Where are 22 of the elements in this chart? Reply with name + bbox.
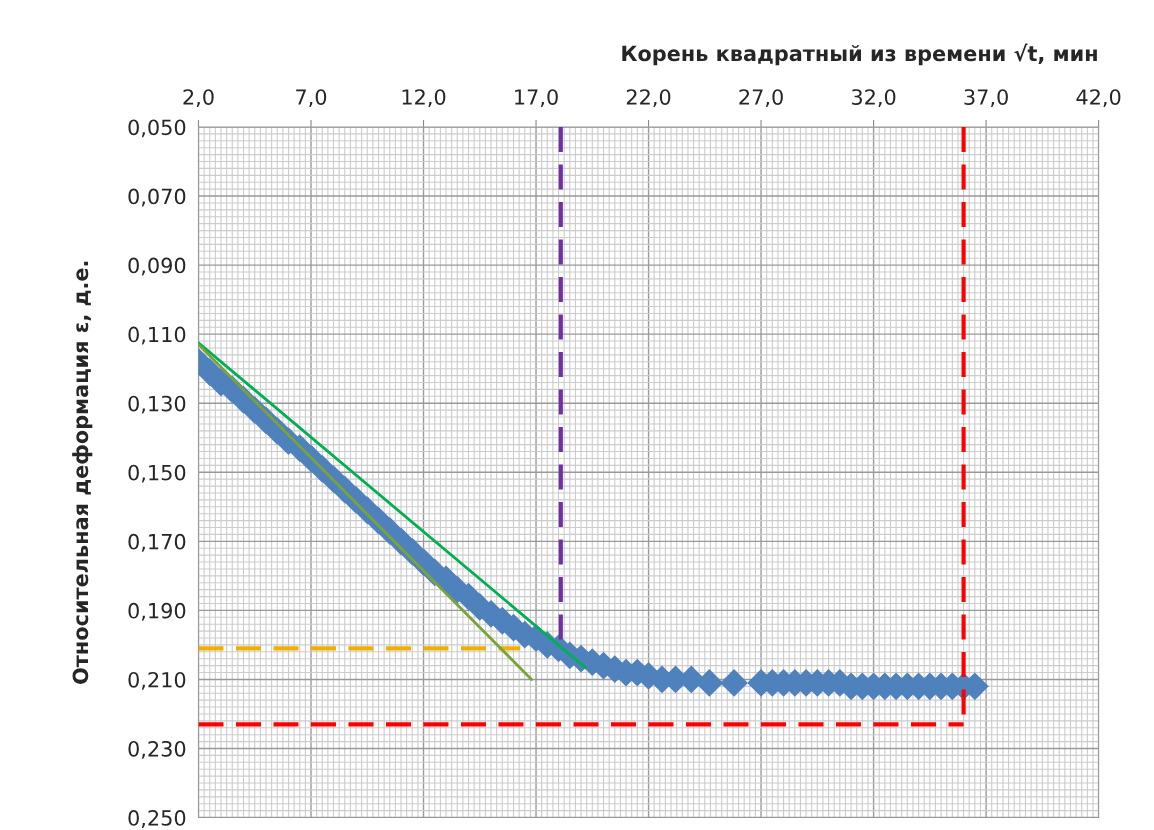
y-tick-label: 0,150 xyxy=(128,464,186,483)
y-tick-label: 0,250 xyxy=(128,810,186,828)
y-tick-label: 0,070 xyxy=(128,188,186,207)
x-tick-label: 7,0 xyxy=(296,89,327,108)
x-tick-label: 37,0 xyxy=(964,89,1008,108)
y-tick-label: 0,090 xyxy=(128,257,186,276)
x-tick-label: 22,0 xyxy=(626,89,671,108)
y-axis-title: Относительная деформация ε, д.е. xyxy=(72,261,93,684)
x-tick-label: 2,0 xyxy=(183,89,214,108)
y-tick-label: 0,110 xyxy=(128,326,186,345)
y-tick-label: 0,190 xyxy=(128,602,186,621)
x-tick-label: 12,0 xyxy=(402,89,446,108)
y-tick-label: 0,130 xyxy=(128,395,186,414)
y-tick-label: 0,210 xyxy=(128,671,186,690)
x-tick-label: 42,0 xyxy=(1076,89,1121,108)
y-tick-label: 0,050 xyxy=(128,119,186,138)
y-tick-label: 0,170 xyxy=(128,533,186,552)
x-tick-label: 17,0 xyxy=(515,89,558,108)
y-tick-label: 0,230 xyxy=(128,740,186,759)
x-tick-label: 32,0 xyxy=(851,89,896,108)
x-tick-label: 27,0 xyxy=(739,89,783,108)
x-axis-title: Корень квадратный из времени √t, мин xyxy=(622,43,1097,66)
